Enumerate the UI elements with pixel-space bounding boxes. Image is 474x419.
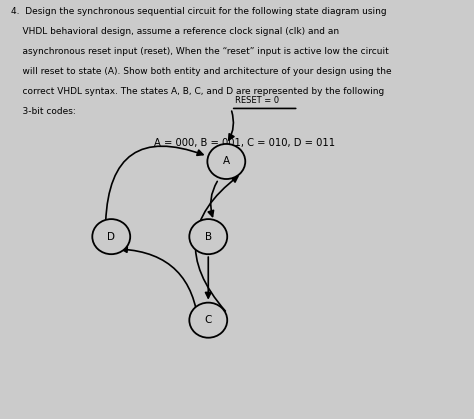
Text: will reset to state (A). Show both entity and architecture of your design using : will reset to state (A). Show both entit… <box>10 67 391 76</box>
Text: RESET = 0: RESET = 0 <box>236 96 280 105</box>
Text: A: A <box>223 156 230 166</box>
Text: D: D <box>107 232 115 242</box>
Circle shape <box>189 219 227 254</box>
Text: C: C <box>205 315 212 325</box>
Text: 3-bit codes:: 3-bit codes: <box>10 107 75 116</box>
Circle shape <box>207 144 245 179</box>
Text: asynchronous reset input (reset), When the “reset” input is active low the circu: asynchronous reset input (reset), When t… <box>10 47 388 56</box>
Text: B: B <box>205 232 212 242</box>
Circle shape <box>92 219 130 254</box>
Text: A = 000, B = 001, C = 010, D = 011: A = 000, B = 001, C = 010, D = 011 <box>154 138 335 147</box>
Text: correct VHDL syntax. The states A, B, C, and D are represented by the following: correct VHDL syntax. The states A, B, C,… <box>10 87 384 96</box>
Text: VHDL behavioral design, assume a reference clock signal (clk) and an: VHDL behavioral design, assume a referen… <box>10 27 339 36</box>
Circle shape <box>189 303 227 338</box>
Text: 4.  Design the synchronous sequential circuit for the following state diagram us: 4. Design the synchronous sequential cir… <box>10 7 386 16</box>
